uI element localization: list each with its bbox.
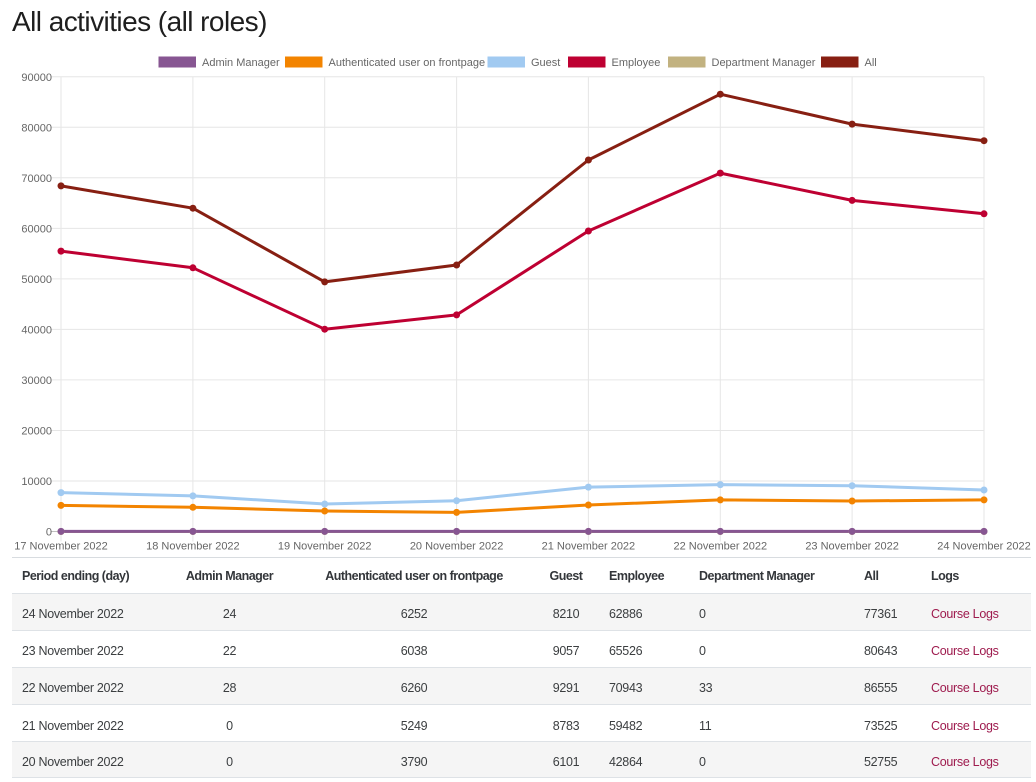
svg-text:18 November 2022: 18 November 2022 [146,541,240,553]
svg-text:22 November 2022: 22 November 2022 [674,541,768,553]
svg-text:60000: 60000 [21,223,52,235]
svg-text:Guest: Guest [531,57,560,69]
svg-text:23 November 2022: 23 November 2022 [805,541,899,553]
svg-text:80000: 80000 [21,122,52,134]
svg-text:20 November 2022: 20 November 2022 [410,541,504,553]
svg-text:Authenticated user on frontpag: Authenticated user on frontpage [329,57,486,69]
svg-text:90000: 90000 [21,72,52,84]
svg-text:17 November 2022: 17 November 2022 [14,541,108,553]
svg-text:19 November 2022: 19 November 2022 [278,541,372,553]
svg-text:40000: 40000 [21,324,52,336]
svg-text:70000: 70000 [21,173,52,185]
svg-text:10000: 10000 [21,476,52,488]
svg-text:50000: 50000 [21,274,52,286]
svg-text:Employee: Employee [612,57,661,69]
svg-text:Department Manager: Department Manager [712,57,816,69]
svg-text:21 November 2022: 21 November 2022 [542,541,636,553]
svg-text:24 November 2022: 24 November 2022 [937,541,1031,553]
svg-text:30000: 30000 [21,375,52,387]
svg-text:0: 0 [46,527,52,539]
svg-text:Admin Manager: Admin Manager [202,57,280,69]
svg-text:20000: 20000 [21,426,52,438]
svg-text:All: All [865,57,877,69]
